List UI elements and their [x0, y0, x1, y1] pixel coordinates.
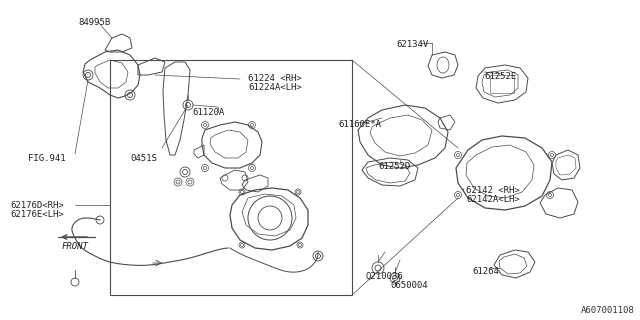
Text: 62176D<RH>: 62176D<RH>	[10, 201, 64, 210]
Text: Q210036: Q210036	[365, 272, 403, 281]
Text: 0451S: 0451S	[130, 154, 157, 163]
Text: 62142A<LH>: 62142A<LH>	[466, 195, 520, 204]
Text: 61252E: 61252E	[484, 72, 516, 81]
Text: 62134V: 62134V	[396, 40, 428, 49]
Text: 61224 <RH>: 61224 <RH>	[248, 74, 301, 83]
Text: 62176E<LH>: 62176E<LH>	[10, 210, 64, 219]
Text: A607001108: A607001108	[581, 306, 635, 315]
Text: 0650004: 0650004	[390, 281, 428, 290]
Text: 61264: 61264	[472, 267, 499, 276]
Text: FIG.941: FIG.941	[28, 154, 66, 163]
Text: 61224A<LH>: 61224A<LH>	[248, 83, 301, 92]
Text: 62142 <RH>: 62142 <RH>	[466, 186, 520, 195]
Text: FRONT: FRONT	[62, 242, 89, 251]
Text: 61252D: 61252D	[378, 162, 410, 171]
Text: 61160E*A: 61160E*A	[338, 120, 381, 129]
Text: 61120A: 61120A	[192, 108, 224, 117]
Text: 84995B: 84995B	[78, 18, 110, 27]
